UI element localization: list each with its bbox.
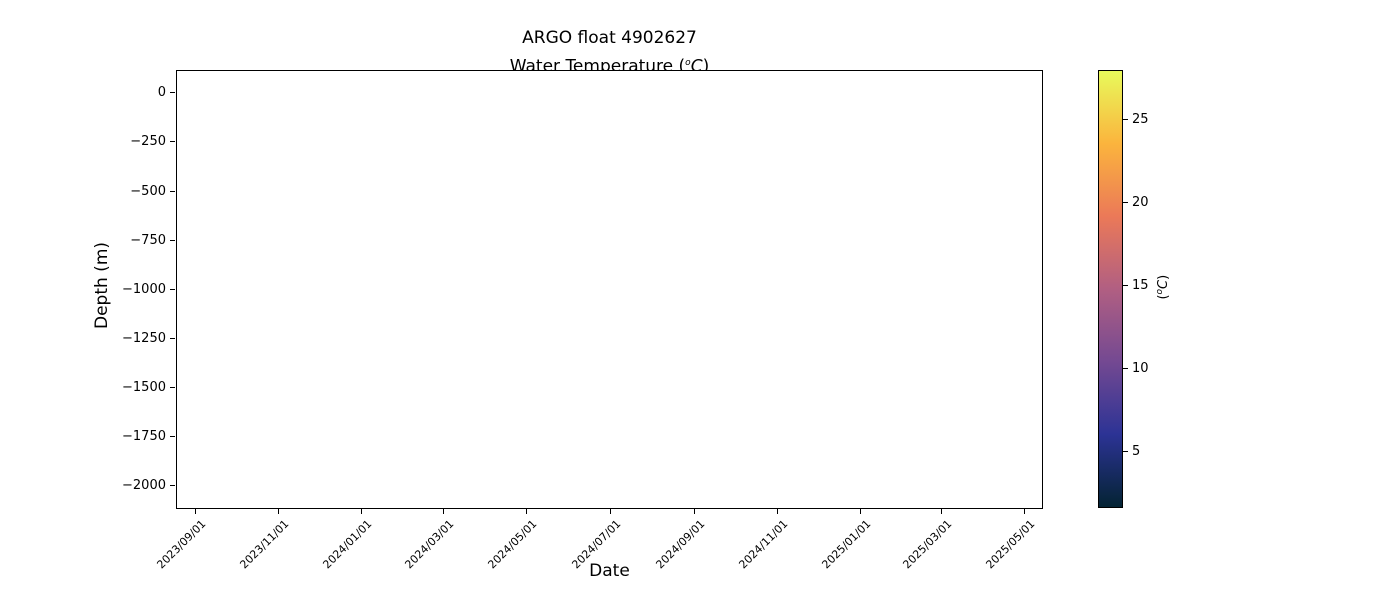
x-tick-mark: [1023, 509, 1025, 514]
plot-area: [176, 70, 1043, 509]
colorbar-tick-mark: [1123, 119, 1128, 121]
y-tick-mark: [170, 337, 175, 339]
colorbar-tick-mark: [1123, 450, 1128, 452]
x-tick-mark: [860, 509, 862, 514]
y-tick-label: −1500: [122, 379, 166, 395]
colorbar-tick-label: 20: [1132, 195, 1149, 211]
x-tick-mark: [609, 509, 611, 514]
colorbar-tick-mark: [1123, 285, 1128, 286]
x-tick-mark: [777, 509, 779, 514]
y-tick-label: −250: [130, 134, 166, 150]
colorbar-tick-mark: [1123, 367, 1128, 369]
x-tick-mark: [443, 509, 445, 514]
y-tick-mark: [170, 92, 175, 94]
y-tick-label: −750: [130, 232, 166, 248]
y-tick-mark: [170, 435, 175, 437]
y-tick-label: −1750: [122, 428, 166, 444]
x-tick-mark: [694, 509, 696, 514]
colorbar-label: (oC): [1154, 274, 1172, 300]
x-axis-label: Date: [589, 561, 630, 581]
y-tick-label: −1250: [122, 330, 166, 346]
x-tick-mark: [940, 509, 942, 514]
colorbar: [1098, 70, 1123, 508]
chart-title-line1: ARGO float 4902627: [522, 28, 697, 48]
colorbar-tick-label: 10: [1132, 360, 1149, 376]
x-tick-mark: [278, 509, 280, 514]
y-tick-mark: [170, 141, 175, 143]
x-tick-mark: [526, 509, 528, 514]
y-tick-label: 0: [157, 85, 166, 101]
y-tick-mark: [170, 386, 175, 388]
y-tick-label: −1000: [122, 281, 166, 297]
x-tick-mark: [361, 509, 363, 514]
y-tick-label: −2000: [122, 477, 166, 493]
x-tick-mark: [195, 509, 197, 514]
colorbar-tick-label: 25: [1132, 112, 1149, 128]
y-tick-mark: [170, 484, 175, 486]
colorbar-tick-label: 15: [1132, 278, 1149, 293]
y-tick-label: −500: [130, 183, 166, 199]
colorbar-tick-label: 5: [1132, 443, 1141, 459]
y-tick-mark: [170, 288, 175, 290]
colorbar-tick-mark: [1123, 202, 1128, 204]
y-tick-mark: [170, 239, 175, 241]
y-tick-mark: [170, 190, 175, 192]
